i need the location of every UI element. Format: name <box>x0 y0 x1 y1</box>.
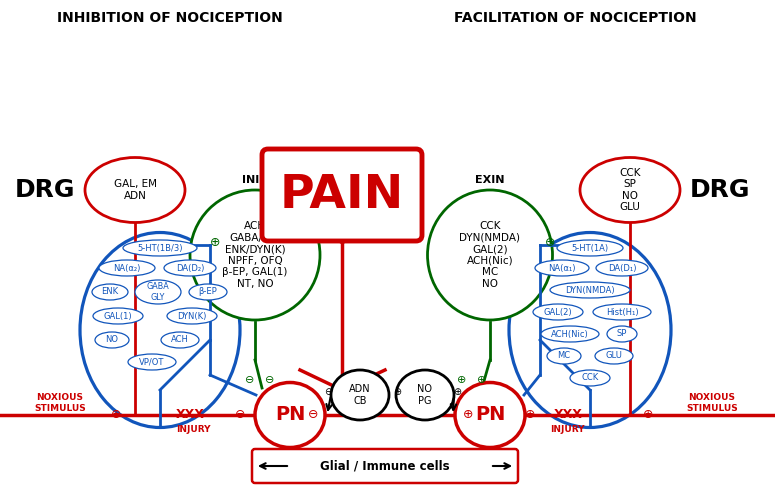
Ellipse shape <box>557 240 623 256</box>
Text: VP/OT: VP/OT <box>140 357 164 367</box>
Text: GLU: GLU <box>605 352 622 360</box>
Text: NA(α₂): NA(α₂) <box>113 263 141 273</box>
Text: ⊕: ⊕ <box>393 387 401 397</box>
Ellipse shape <box>135 280 181 304</box>
Text: NA(α₁): NA(α₁) <box>548 263 576 273</box>
Text: ⊖: ⊖ <box>235 409 245 422</box>
Text: ⊕: ⊕ <box>210 237 220 249</box>
Text: INJURY: INJURY <box>176 426 210 434</box>
Ellipse shape <box>331 370 389 420</box>
Ellipse shape <box>595 348 633 364</box>
Ellipse shape <box>607 326 637 342</box>
Ellipse shape <box>550 282 630 298</box>
Text: DYN(NMDA): DYN(NMDA) <box>565 285 615 295</box>
Text: ⊕: ⊕ <box>457 375 467 385</box>
Text: INHIBITION OF NOCICEPTION: INHIBITION OF NOCICEPTION <box>57 11 283 25</box>
Text: CCK: CCK <box>581 374 598 382</box>
Text: INJURY: INJURY <box>549 426 584 434</box>
Ellipse shape <box>596 260 648 276</box>
Ellipse shape <box>509 232 671 428</box>
Ellipse shape <box>428 190 553 320</box>
Ellipse shape <box>161 332 199 348</box>
Text: ⊖: ⊖ <box>308 409 319 422</box>
Ellipse shape <box>455 382 525 448</box>
Ellipse shape <box>80 232 240 428</box>
Ellipse shape <box>93 308 143 324</box>
Text: ACH: ACH <box>171 336 189 344</box>
Text: ⊕: ⊕ <box>545 237 555 249</box>
Text: ⊖: ⊖ <box>324 387 332 397</box>
Ellipse shape <box>396 370 454 420</box>
Text: ⊕: ⊕ <box>525 409 536 422</box>
Text: CCK
SP
NO
GLU: CCK SP NO GLU <box>619 168 641 212</box>
Ellipse shape <box>541 326 599 342</box>
Text: EXIN: EXIN <box>475 175 505 185</box>
Text: PAIN: PAIN <box>280 172 404 218</box>
Text: ⊕: ⊕ <box>477 375 487 385</box>
Text: GAL(2): GAL(2) <box>544 307 572 317</box>
Text: NO
PG: NO PG <box>418 384 432 406</box>
Ellipse shape <box>547 348 581 364</box>
Text: ADN
CB: ADN CB <box>350 384 370 406</box>
Text: NOXIOUS
STIMULUS: NOXIOUS STIMULUS <box>686 393 738 412</box>
Ellipse shape <box>164 260 216 276</box>
Text: Hist(H₁): Hist(H₁) <box>606 307 639 317</box>
Ellipse shape <box>189 284 227 300</box>
Text: DYN(K): DYN(K) <box>177 312 207 320</box>
Text: XXX: XXX <box>176 409 205 422</box>
Ellipse shape <box>95 332 129 348</box>
Ellipse shape <box>85 157 185 223</box>
Text: ⊕: ⊕ <box>111 409 121 422</box>
Ellipse shape <box>167 308 217 324</box>
Text: 5-HT(1B/3): 5-HT(1B/3) <box>137 244 183 252</box>
Text: GAL, EM
ADN: GAL, EM ADN <box>113 179 157 201</box>
Text: SP: SP <box>617 330 627 338</box>
Text: NO: NO <box>105 336 119 344</box>
Ellipse shape <box>593 304 651 320</box>
Text: ⊕: ⊕ <box>463 409 474 422</box>
Ellipse shape <box>190 190 320 320</box>
Ellipse shape <box>123 240 197 256</box>
Text: ⊖: ⊖ <box>265 375 274 385</box>
Text: ⊕: ⊕ <box>453 387 461 397</box>
FancyBboxPatch shape <box>252 449 518 483</box>
FancyBboxPatch shape <box>262 149 422 241</box>
Text: ACH
GABA/GLY
ENK/DYN(K)
NPFF, OFQ
β-EP, GAL(1)
NT, NO: ACH GABA/GLY ENK/DYN(K) NPFF, OFQ β-EP, … <box>222 221 288 289</box>
Text: Glial / Immune cells: Glial / Immune cells <box>320 460 450 472</box>
Ellipse shape <box>535 260 589 276</box>
Text: 5-HT(1A): 5-HT(1A) <box>571 244 608 252</box>
Text: ININ: ININ <box>242 175 268 185</box>
Text: PN: PN <box>475 406 505 425</box>
Ellipse shape <box>92 284 128 300</box>
Ellipse shape <box>580 157 680 223</box>
Text: FACILITATION OF NOCICEPTION: FACILITATION OF NOCICEPTION <box>453 11 696 25</box>
Text: ENK: ENK <box>102 287 119 297</box>
Text: ⊕: ⊕ <box>642 409 653 422</box>
Text: MC: MC <box>557 352 570 360</box>
Ellipse shape <box>255 382 325 448</box>
Text: DA(D₁): DA(D₁) <box>608 263 636 273</box>
Ellipse shape <box>99 260 155 276</box>
Text: DA(D₂): DA(D₂) <box>176 263 204 273</box>
Ellipse shape <box>570 370 610 386</box>
Text: DRG: DRG <box>690 178 750 202</box>
Text: GABA
GLY: GABA GLY <box>146 282 170 302</box>
Text: GAL(1): GAL(1) <box>104 312 133 320</box>
Text: PN: PN <box>275 406 305 425</box>
Text: CCK
DYN(NMDA)
GAL(2)
ACH(Nic)
MC
NO: CCK DYN(NMDA) GAL(2) ACH(Nic) MC NO <box>460 221 521 289</box>
Ellipse shape <box>533 304 583 320</box>
Text: NOXIOUS
STIMULUS: NOXIOUS STIMULUS <box>34 393 86 412</box>
Text: β-EP: β-EP <box>198 287 217 297</box>
Text: ACH(Nic): ACH(Nic) <box>551 330 589 338</box>
Text: ⊕: ⊕ <box>337 233 347 246</box>
Text: ⊖: ⊖ <box>246 375 255 385</box>
Text: XXX: XXX <box>553 409 583 422</box>
Text: DRG: DRG <box>15 178 75 202</box>
Ellipse shape <box>128 354 176 370</box>
